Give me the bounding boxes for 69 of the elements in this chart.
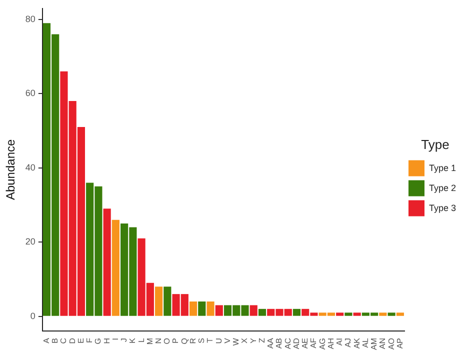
x-tick-label: U xyxy=(214,338,224,344)
x-tick-label: K xyxy=(128,337,138,344)
x-tick-label: Z xyxy=(257,338,266,343)
legend-label: Type 1 xyxy=(428,162,456,173)
x-tick-label: A xyxy=(42,337,51,344)
x-tick-label: AN xyxy=(378,338,388,350)
x-tick-label: I xyxy=(110,338,120,340)
x-tick-label: T xyxy=(206,338,215,343)
y-axis-title: Abundance xyxy=(4,139,18,200)
x-tick-label: AI xyxy=(335,338,344,346)
bar xyxy=(258,308,266,316)
x-tick-label: X xyxy=(240,337,250,344)
legend-label: Type 3 xyxy=(428,202,456,213)
x-tick-label: V xyxy=(222,337,232,344)
x-tick-label: AB xyxy=(274,338,284,349)
x-tick-label: M xyxy=(145,338,154,345)
x-tick-label: AJ xyxy=(344,338,353,348)
x-tick-label: AE xyxy=(300,338,310,349)
x-tick-label: AD xyxy=(292,338,301,350)
x-tick-label: E xyxy=(76,338,86,344)
x-tick-label: G xyxy=(94,338,103,344)
x-tick-label: P xyxy=(171,338,180,344)
bar xyxy=(396,312,404,316)
x-tick-label: H xyxy=(102,338,112,344)
x-tick-label: Y xyxy=(248,337,258,344)
x-tick-label: AA xyxy=(266,337,276,349)
bar xyxy=(250,305,258,316)
x-tick-label: AO xyxy=(386,338,396,350)
bar xyxy=(164,286,172,316)
x-tick-label: AK xyxy=(352,337,362,349)
bar xyxy=(103,208,111,316)
bar xyxy=(344,312,352,316)
y-tick-label: 0 xyxy=(30,310,36,321)
x-tick-label: W xyxy=(232,338,241,346)
x-tick-label: F xyxy=(85,338,94,343)
y-tick-label: 80 xyxy=(25,14,36,24)
x-tick-label: AC xyxy=(283,338,292,350)
x-tick-label: L xyxy=(136,337,146,342)
bar xyxy=(379,312,387,316)
x-tick-label: AP xyxy=(395,338,404,349)
y-tick-label: 60 xyxy=(25,88,36,98)
bar xyxy=(112,220,120,316)
x-tick-label: B xyxy=(50,338,60,344)
x-tick-label: S xyxy=(197,338,206,344)
legend-title: Type xyxy=(421,136,450,152)
x-tick-label: AH xyxy=(326,338,336,350)
x-tick-label: N xyxy=(154,338,163,344)
x-tick-label: O xyxy=(162,338,172,344)
bar xyxy=(189,301,198,316)
x-tick-label: AF xyxy=(309,338,318,348)
y-tick-label: 20 xyxy=(25,236,36,247)
bar xyxy=(388,312,396,316)
x-tick-label: C xyxy=(59,338,68,344)
legend-label: Type 2 xyxy=(428,182,456,193)
bar xyxy=(206,301,214,316)
bar xyxy=(292,308,301,316)
y-tick-label: 40 xyxy=(25,162,36,172)
bar xyxy=(353,312,361,316)
x-tick-label: D xyxy=(68,338,77,344)
x-tick-label: AM xyxy=(370,338,379,350)
x-tick-label: AG xyxy=(318,338,327,350)
bar xyxy=(198,301,206,316)
x-tick-label: R xyxy=(188,338,198,344)
x-tick-label: J xyxy=(120,338,129,342)
bar xyxy=(336,312,344,316)
x-tick-label: AL xyxy=(360,337,370,348)
x-tick-label: Q xyxy=(180,338,189,344)
bar xyxy=(215,305,223,316)
bar xyxy=(155,286,163,316)
